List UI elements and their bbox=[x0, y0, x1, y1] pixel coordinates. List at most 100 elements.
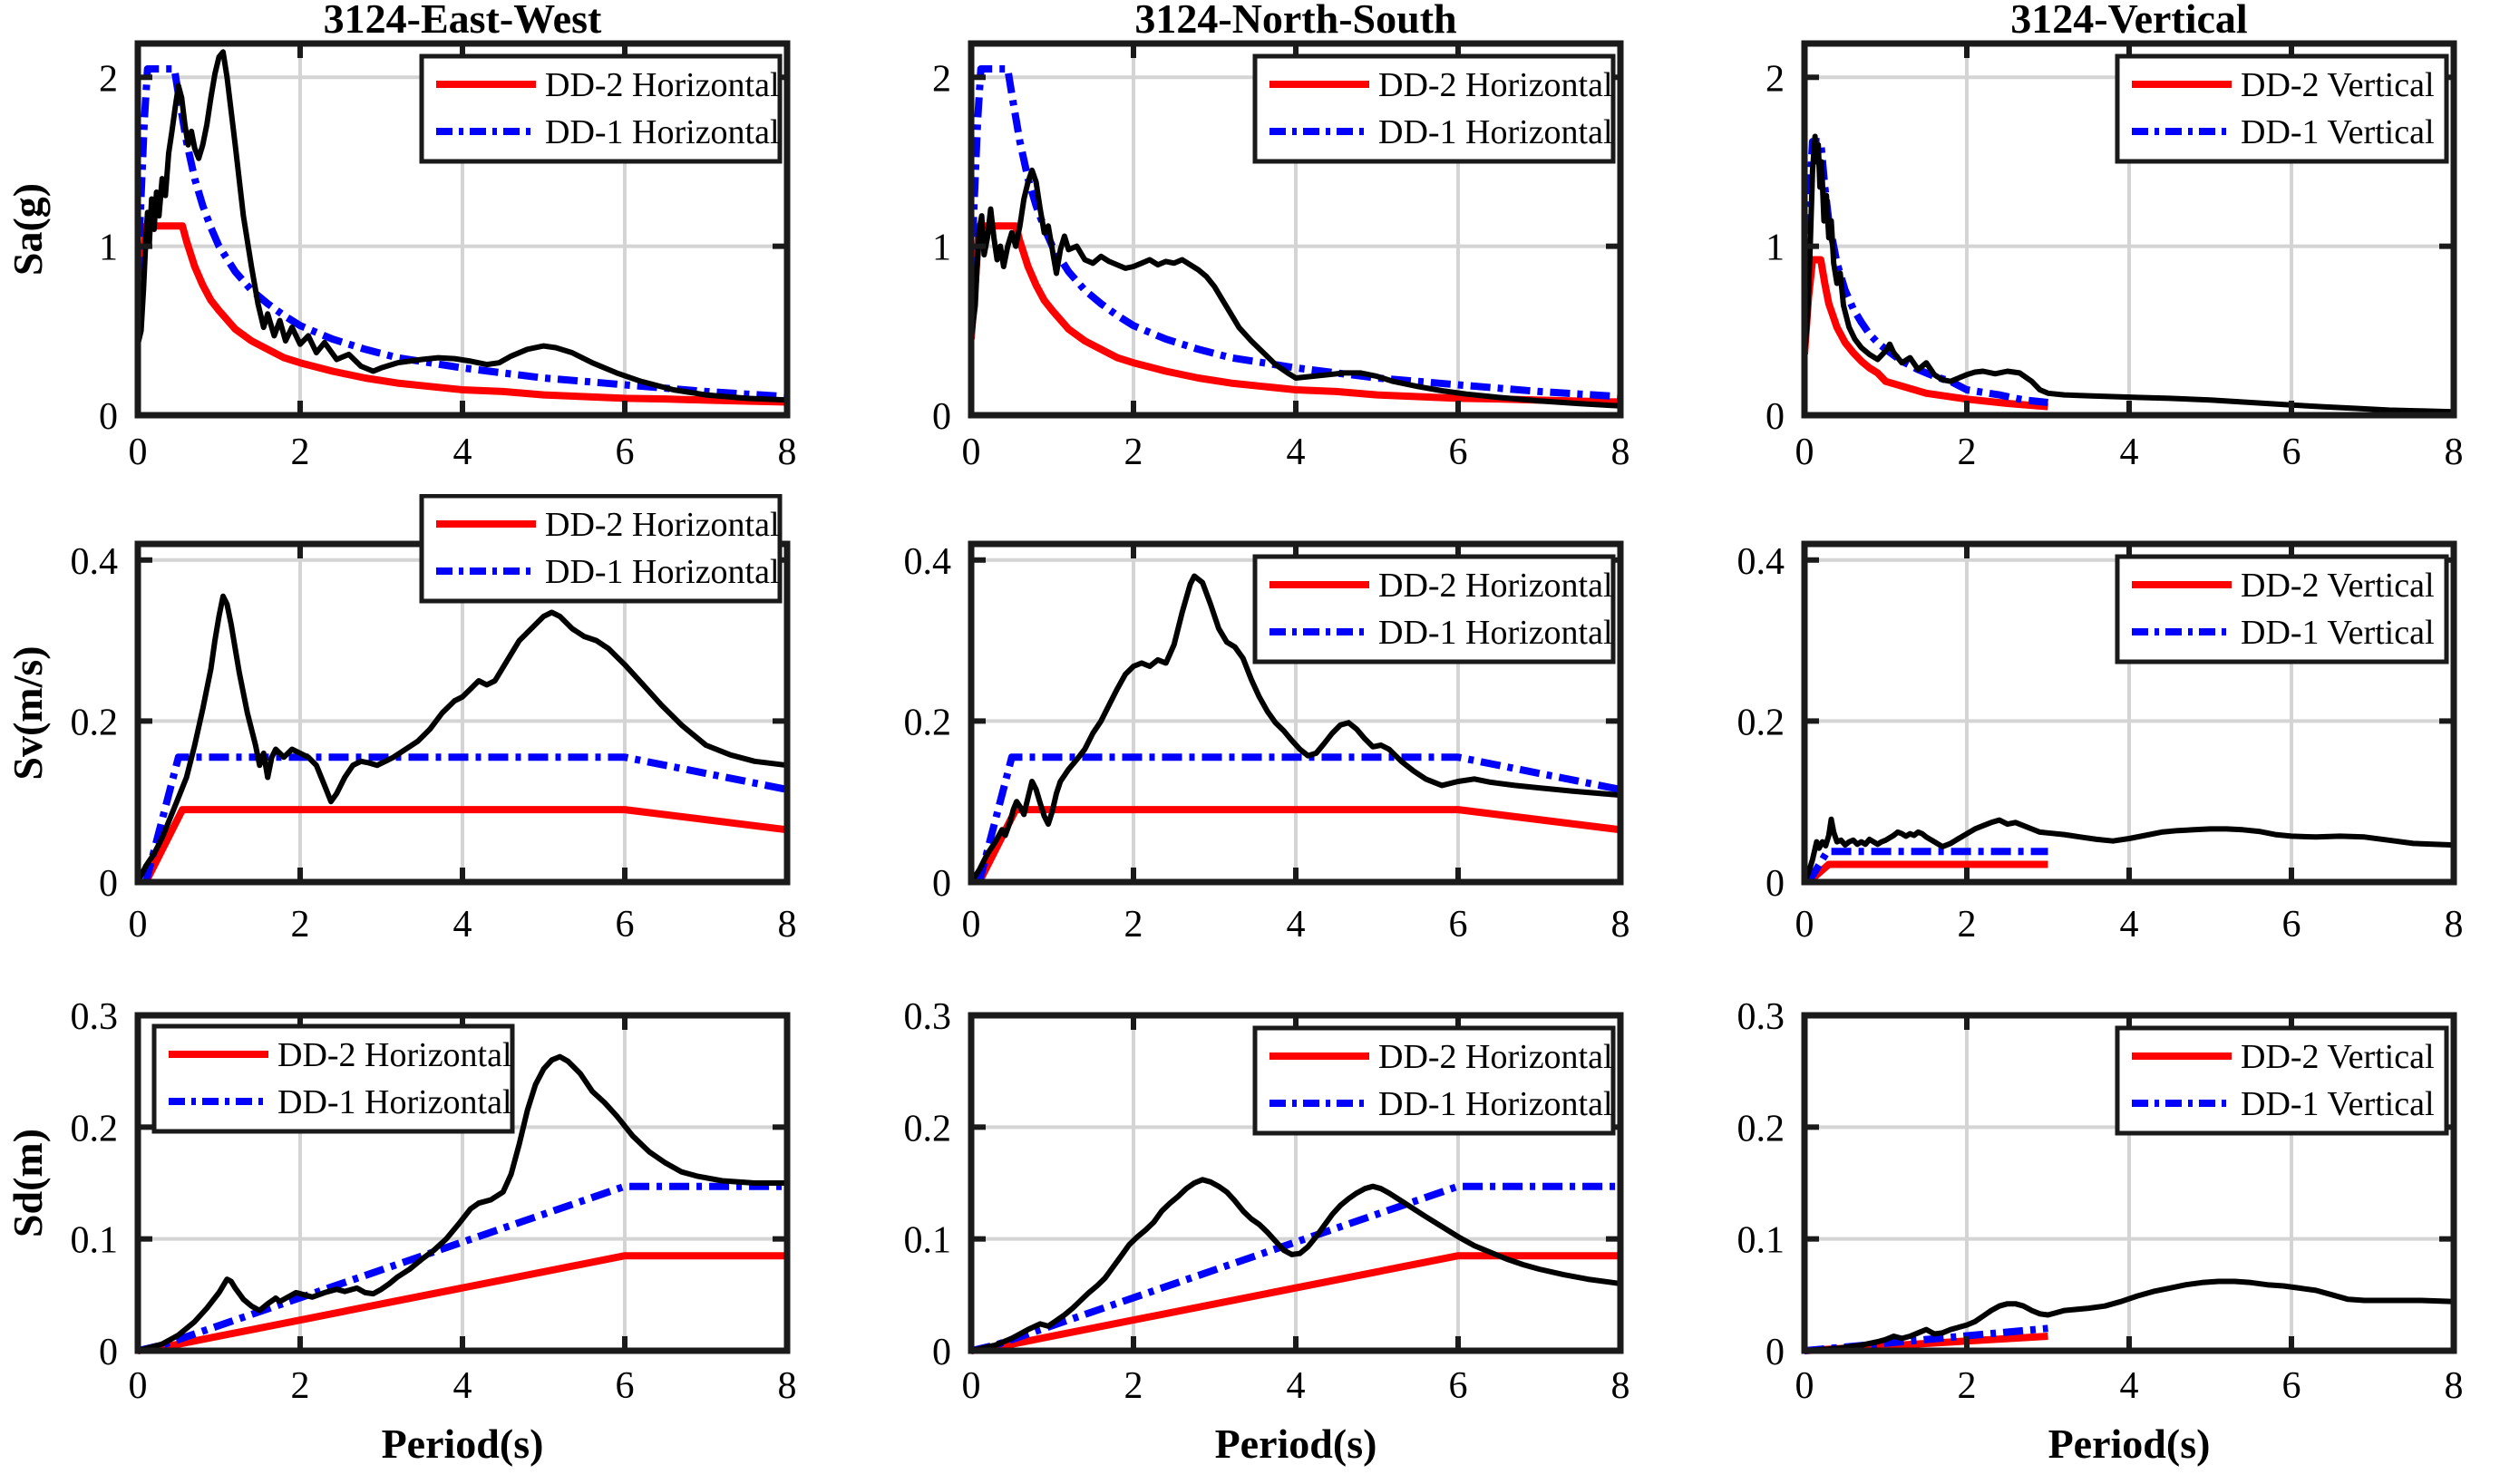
legend-box bbox=[151, 1023, 515, 1134]
y-tick-label: 0.1 bbox=[71, 1220, 119, 1262]
x-tick-label: 8 bbox=[778, 1365, 797, 1407]
x-tick-label: 2 bbox=[291, 904, 310, 946]
x-tick-label: 2 bbox=[1124, 1365, 1143, 1407]
legend-label: DD-2 Vertical bbox=[2241, 1038, 2435, 1076]
y-tick-label: 0.3 bbox=[71, 996, 119, 1038]
legend: DD-2 Horizontal DD-1 Horizontal bbox=[419, 494, 783, 604]
legend-label: DD-2 Vertical bbox=[2241, 567, 2435, 605]
series-dd2 bbox=[142, 806, 788, 884]
legend: DD-2 Horizontal DD-1 Horizontal bbox=[151, 1023, 515, 1134]
legend-box bbox=[1252, 1025, 1616, 1136]
y-tick-label: 0.3 bbox=[1737, 996, 1785, 1038]
x-tick-label: 0 bbox=[962, 432, 981, 473]
x-tick-label: 8 bbox=[778, 432, 797, 473]
legend-label: DD-1 Vertical bbox=[2241, 614, 2435, 652]
legend: DD-2 Horizontal DD-1 Horizontal bbox=[419, 53, 783, 164]
plot-title: 3124-East-West bbox=[324, 0, 602, 42]
legend-box bbox=[419, 494, 783, 604]
legend-label: DD-2 Horizontal bbox=[545, 66, 780, 104]
legend-label: DD-1 Horizontal bbox=[545, 553, 780, 591]
subplot-sd-east-west: 0 2 4 6 8 0 0.1 0.2 0.3 Sd(m) Period(s) DD-2 Horizo… bbox=[5, 996, 797, 1467]
legend-box bbox=[1252, 53, 1616, 164]
y-tick-label: 0.2 bbox=[904, 702, 952, 743]
series-dd1 bbox=[1805, 848, 2048, 885]
y-tick-label: 0.2 bbox=[904, 1108, 952, 1149]
x-tick-label: 2 bbox=[1958, 432, 1977, 473]
legend-box bbox=[2115, 1025, 2449, 1136]
x-tick-label: 8 bbox=[778, 904, 797, 946]
x-tick-label: 0 bbox=[1795, 904, 1814, 946]
x-tick-label: 2 bbox=[1124, 432, 1143, 473]
legend-label: DD-2 Horizontal bbox=[1378, 1038, 1613, 1076]
x-tick-label: 0 bbox=[129, 432, 148, 473]
x-tick-label: 4 bbox=[2120, 1365, 2139, 1407]
legend-label: DD-2 Horizontal bbox=[277, 1036, 512, 1074]
y-tick-label: 0 bbox=[1766, 1332, 1785, 1373]
legend: DD-2 Vertical DD-1 Vertical bbox=[2115, 1025, 2449, 1136]
y-tick-label: 0 bbox=[99, 396, 118, 438]
x-tick-label: 8 bbox=[2445, 1365, 2464, 1407]
legend-label: DD-1 Horizontal bbox=[277, 1083, 512, 1121]
x-tick-label: 4 bbox=[2120, 904, 2139, 946]
y-tick-label: 0.1 bbox=[1737, 1220, 1785, 1262]
series-record bbox=[1803, 816, 2455, 884]
x-tick-label: 6 bbox=[616, 432, 635, 473]
y-tick-label: 0.3 bbox=[904, 996, 952, 1038]
x-tick-label: 4 bbox=[1287, 432, 1306, 473]
series-dd2 bbox=[976, 806, 1621, 884]
series-dd1 bbox=[142, 753, 788, 884]
legend-label: DD-1 Vertical bbox=[2241, 1085, 2435, 1123]
x-tick-label: 8 bbox=[1611, 1365, 1630, 1407]
x-tick-label: 0 bbox=[1795, 432, 1814, 473]
x-tick-label: 0 bbox=[129, 904, 148, 946]
x-tick-label: 8 bbox=[2445, 904, 2464, 946]
x-tick-label: 4 bbox=[453, 904, 472, 946]
x-tick-label: 0 bbox=[962, 1365, 981, 1407]
x-tick-label: 4 bbox=[453, 432, 472, 473]
series-record bbox=[970, 1177, 1621, 1353]
y-tick-label: 0.4 bbox=[1737, 541, 1785, 583]
y-tick-label: 0 bbox=[1766, 396, 1785, 438]
legend-box bbox=[2115, 554, 2449, 664]
y-tick-label: 0.2 bbox=[1737, 702, 1785, 743]
series-record bbox=[969, 573, 1621, 884]
subplot-sv-east-west: 0 2 4 6 8 0 0.2 0.4 Sv(m/s) DD-2 Horizontal DD-1 H… bbox=[5, 494, 797, 946]
subplot-sa-vertical: 0 2 4 6 8 0 1 2 3124-Vertical DD-2 Vertical DD-1 V… bbox=[1766, 0, 2464, 473]
series-record bbox=[136, 49, 788, 403]
y-tick-label: 2 bbox=[99, 58, 118, 100]
y-tick-label: 0.2 bbox=[71, 702, 119, 743]
x-tick-label: 6 bbox=[1449, 1365, 1468, 1407]
x-tick-label: 6 bbox=[2282, 432, 2301, 473]
x-tick-label: 6 bbox=[616, 1365, 635, 1407]
x-tick-label: 2 bbox=[291, 432, 310, 473]
y-tick-label: 1 bbox=[932, 228, 951, 269]
series-dd2 bbox=[969, 222, 1621, 406]
legend-label: DD-2 Horizontal bbox=[545, 506, 780, 544]
y-tick-label: 0 bbox=[932, 1332, 951, 1373]
y-tick-label: 2 bbox=[1766, 58, 1785, 100]
x-axis-label: Period(s) bbox=[1215, 1421, 1377, 1467]
plot-title: 3124-Vertical bbox=[2010, 0, 2247, 42]
series-record bbox=[969, 167, 1621, 409]
y-tick-label: 0 bbox=[932, 396, 951, 438]
legend-label: DD-1 Horizontal bbox=[1378, 1085, 1613, 1123]
legend-label: DD-1 Vertical bbox=[2241, 113, 2435, 151]
x-tick-label: 2 bbox=[1958, 1365, 1977, 1407]
x-tick-label: 4 bbox=[1287, 1365, 1306, 1407]
y-axis-label: Sv(m/s) bbox=[5, 645, 51, 780]
x-tick-label: 6 bbox=[2282, 1365, 2301, 1407]
subplot-sv-vertical: 0 2 4 6 8 0 0.2 0.4 DD-2 Vertical DD-1 Vertical bbox=[1737, 540, 2464, 946]
legend-label: DD-1 Horizontal bbox=[1378, 113, 1613, 151]
y-tick-label: 0.2 bbox=[1737, 1108, 1785, 1149]
series-record bbox=[1803, 133, 2455, 415]
x-axis-label: Period(s) bbox=[2048, 1421, 2211, 1467]
x-axis-label: Period(s) bbox=[382, 1421, 544, 1467]
y-tick-label: 0 bbox=[99, 863, 118, 905]
x-tick-label: 4 bbox=[2120, 432, 2139, 473]
series-dd2 bbox=[136, 222, 788, 406]
x-tick-label: 0 bbox=[1795, 1365, 1814, 1407]
x-tick-label: 8 bbox=[1611, 432, 1630, 473]
